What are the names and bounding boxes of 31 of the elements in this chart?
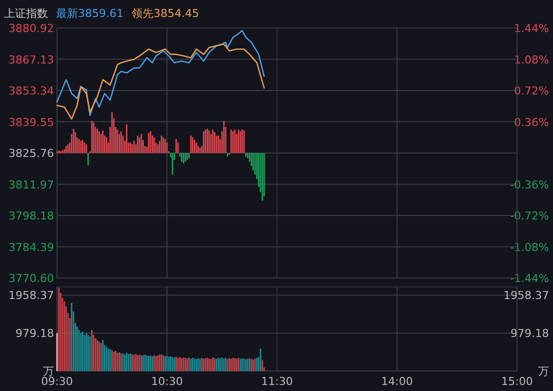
y-tick-label: 979.18	[16, 327, 54, 340]
y-tick-label: 1958.37	[8, 289, 54, 302]
x-tick-label: 15:00	[501, 375, 533, 388]
chart-title: 上证指数	[4, 7, 48, 20]
y-tick-label: 3770.60	[8, 272, 54, 285]
x-tick-label: 10:30	[151, 375, 183, 388]
y2-tick-label: 0.72%	[514, 84, 549, 98]
y-tick-label: 3798.18	[8, 210, 54, 222]
y2-tick-label: 1.44%	[514, 22, 549, 35]
y-tick-label: 3811.97	[8, 178, 54, 192]
text: 最新3859.61	[56, 7, 124, 20]
y-tick-label: 3867.13	[8, 53, 54, 66]
y2-tick-label: 979.18	[510, 327, 549, 340]
y2-tick-label: 1958.37	[504, 289, 549, 302]
y2-tick-label: -1.44%	[510, 272, 549, 285]
y2-tick-label: -0.36%	[510, 178, 549, 192]
y-tick-label: 3853.34	[8, 84, 54, 98]
line-series	[56, 30, 265, 116]
x-tick-label: 14:00	[381, 375, 413, 388]
x-tick-label: 09:30	[41, 375, 73, 388]
y-tick-label: 3825.76	[8, 147, 54, 160]
y-tick-label: 3880.92	[8, 22, 54, 35]
y2-tick-label: -0.72%	[510, 210, 549, 222]
y-tick-label: 3839.55	[8, 116, 54, 129]
x-tick-label: 11:30	[261, 375, 293, 388]
y2-tick-label: 万	[538, 365, 549, 378]
y2-tick-label: 0.36%	[514, 116, 549, 129]
y-tick-label: 万	[43, 365, 54, 378]
y-tick-label: 3784.39	[8, 240, 54, 254]
text: 领先3854.45	[132, 7, 199, 20]
line-series	[56, 43, 265, 120]
